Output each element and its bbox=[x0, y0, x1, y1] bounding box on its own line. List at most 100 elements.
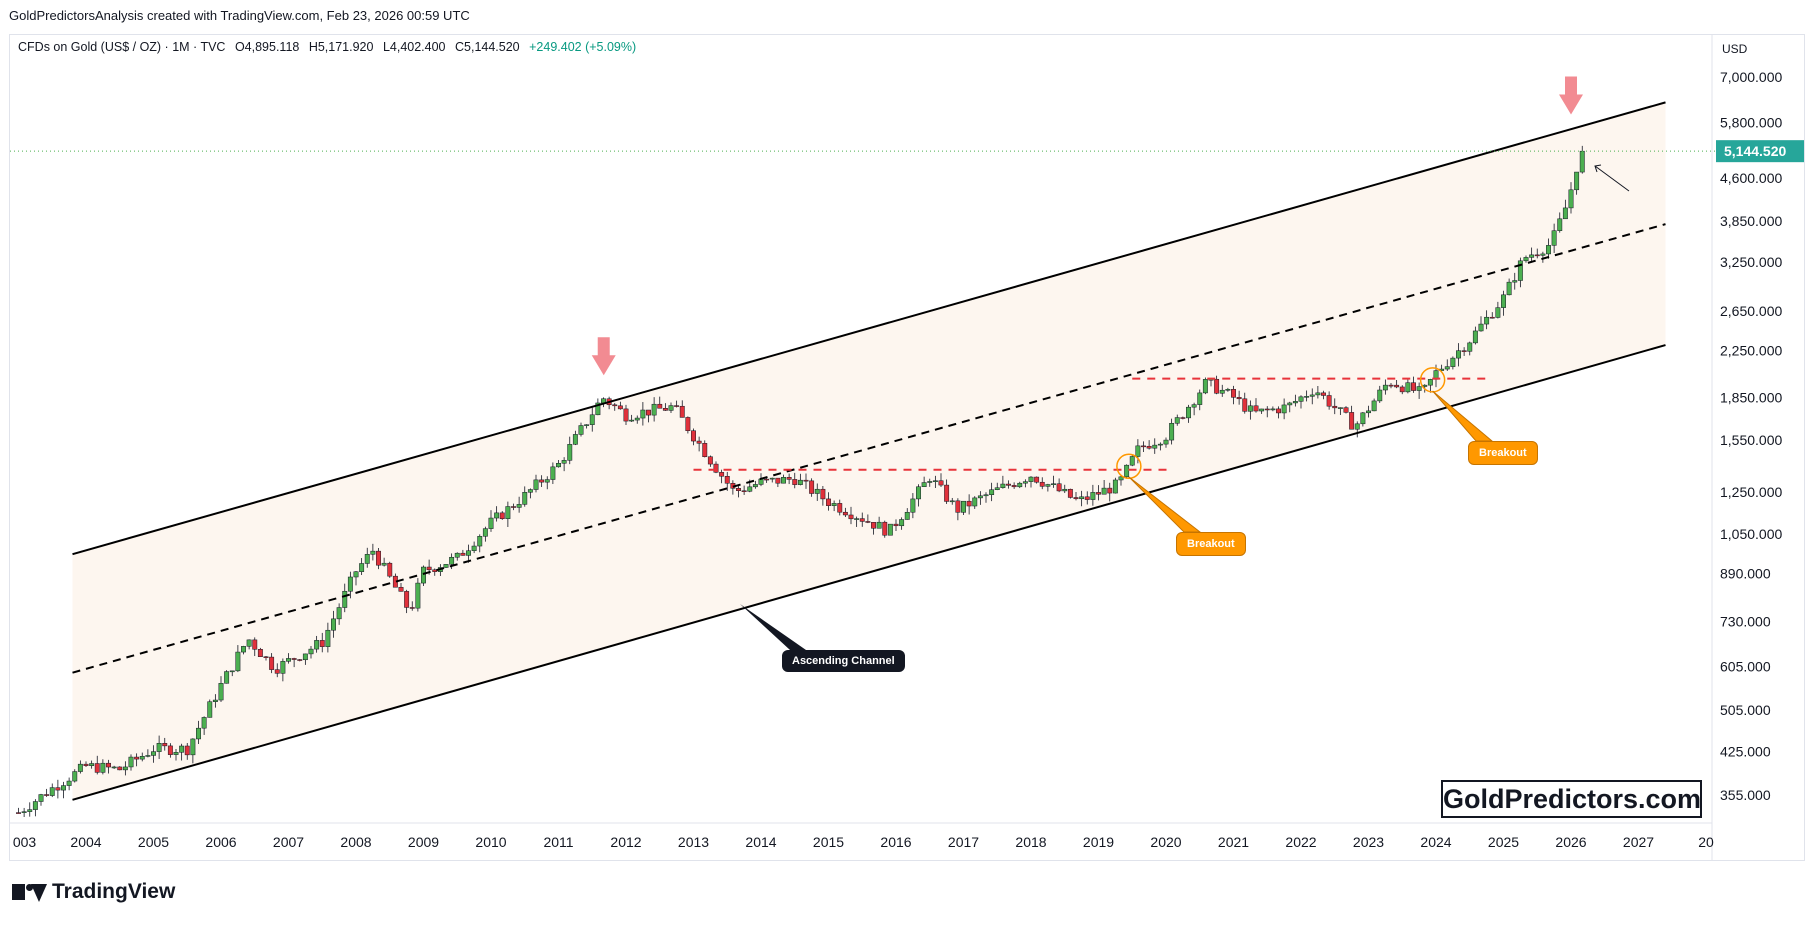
candle-body bbox=[252, 639, 258, 650]
candle bbox=[151, 745, 156, 763]
y-tick-label: 605.000 bbox=[1720, 659, 1771, 675]
candle bbox=[831, 500, 837, 512]
candle-body bbox=[224, 671, 230, 684]
candle-body bbox=[831, 503, 837, 506]
candle-body bbox=[651, 403, 657, 416]
channel-lower-line bbox=[72, 344, 1666, 801]
candle bbox=[1247, 400, 1253, 420]
candle-body bbox=[1253, 405, 1259, 412]
candle bbox=[882, 520, 888, 538]
candle-body bbox=[145, 755, 151, 757]
candle-body bbox=[83, 763, 89, 766]
candle-body bbox=[662, 408, 668, 411]
candle bbox=[477, 534, 483, 553]
candle bbox=[1146, 440, 1152, 450]
change-value: +249.402 (+5.09%) bbox=[529, 40, 637, 54]
candle bbox=[443, 564, 449, 568]
candle bbox=[398, 582, 404, 592]
candle-body bbox=[1416, 386, 1422, 391]
candle-body bbox=[989, 489, 995, 495]
candle bbox=[1141, 441, 1146, 452]
candle bbox=[1450, 356, 1456, 370]
candle bbox=[1343, 406, 1349, 414]
candle-body bbox=[1146, 445, 1152, 449]
candle bbox=[859, 512, 865, 527]
peak-arrow-1 bbox=[591, 337, 616, 376]
candle-body bbox=[826, 498, 831, 506]
candle-body bbox=[1354, 423, 1360, 430]
candle-body bbox=[376, 550, 381, 566]
candle-body bbox=[1292, 401, 1298, 404]
candle bbox=[1000, 475, 1006, 489]
candle-body bbox=[1484, 316, 1490, 325]
candle bbox=[820, 485, 826, 506]
candle bbox=[854, 516, 860, 527]
candle-body bbox=[331, 618, 336, 631]
candle-body bbox=[1450, 357, 1456, 367]
x-tick-label: 2019 bbox=[1083, 834, 1114, 850]
x-tick-label: 2016 bbox=[880, 834, 911, 850]
candle bbox=[89, 760, 95, 769]
candle bbox=[657, 396, 663, 409]
candle bbox=[404, 589, 410, 614]
ascending-channel-callout[interactable]: Ascending Channel bbox=[782, 650, 905, 672]
candle-body bbox=[893, 523, 899, 527]
candle-body bbox=[1489, 316, 1495, 319]
y-tick-label: 425.000 bbox=[1720, 744, 1771, 760]
candle-body bbox=[1163, 439, 1169, 445]
candle bbox=[488, 510, 494, 532]
candle bbox=[662, 403, 668, 411]
candle bbox=[1163, 437, 1169, 448]
candle bbox=[1405, 378, 1411, 394]
candle-body bbox=[1551, 230, 1557, 246]
candle bbox=[567, 436, 573, 465]
candle bbox=[752, 480, 758, 489]
candle bbox=[904, 508, 910, 520]
candle-body bbox=[685, 417, 691, 431]
candle bbox=[668, 402, 674, 413]
y-tick-label: 3,850.000 bbox=[1720, 213, 1782, 229]
candle-body bbox=[218, 683, 224, 701]
breakout-callout-2019[interactable]: Breakout bbox=[1176, 532, 1246, 556]
candle bbox=[409, 601, 415, 611]
candle bbox=[460, 549, 466, 556]
candle bbox=[702, 440, 708, 458]
candle bbox=[1062, 484, 1068, 494]
candle-body bbox=[314, 640, 320, 650]
candle bbox=[1315, 385, 1321, 399]
candle-body bbox=[325, 629, 331, 647]
candle bbox=[944, 479, 950, 504]
tradingview-footer[interactable]: TradingView bbox=[12, 880, 175, 904]
candle-body bbox=[797, 479, 803, 485]
candle bbox=[1292, 394, 1298, 407]
candle-body bbox=[1056, 483, 1062, 492]
candle bbox=[1112, 477, 1118, 494]
candle-body bbox=[640, 409, 646, 419]
candle-body bbox=[128, 756, 134, 768]
candle-body bbox=[117, 766, 123, 771]
x-tick-label: 003 bbox=[13, 834, 37, 850]
candle bbox=[1051, 475, 1056, 488]
candle bbox=[1073, 492, 1079, 501]
candle bbox=[1546, 238, 1551, 259]
candle-body bbox=[1287, 402, 1293, 406]
symbol-legend[interactable]: CFDs on Gold (US$ / OZ) · 1M · TVC O4,89… bbox=[18, 40, 636, 54]
candle bbox=[353, 571, 359, 586]
candle-body bbox=[994, 487, 1000, 490]
candle bbox=[921, 476, 927, 488]
candle bbox=[286, 653, 291, 664]
candle-body bbox=[724, 475, 730, 484]
candle bbox=[1366, 405, 1371, 418]
candle-body bbox=[511, 506, 516, 508]
breakout-callout-2024[interactable]: Breakout bbox=[1468, 441, 1538, 465]
candle-body bbox=[466, 550, 471, 556]
candle-body bbox=[1264, 408, 1270, 411]
candle-body bbox=[308, 648, 314, 655]
candle bbox=[134, 753, 140, 767]
candle-body bbox=[944, 484, 950, 502]
candle bbox=[803, 473, 809, 489]
candle-body bbox=[1281, 404, 1287, 414]
candle-body bbox=[32, 801, 38, 810]
candle-body bbox=[1242, 398, 1248, 412]
